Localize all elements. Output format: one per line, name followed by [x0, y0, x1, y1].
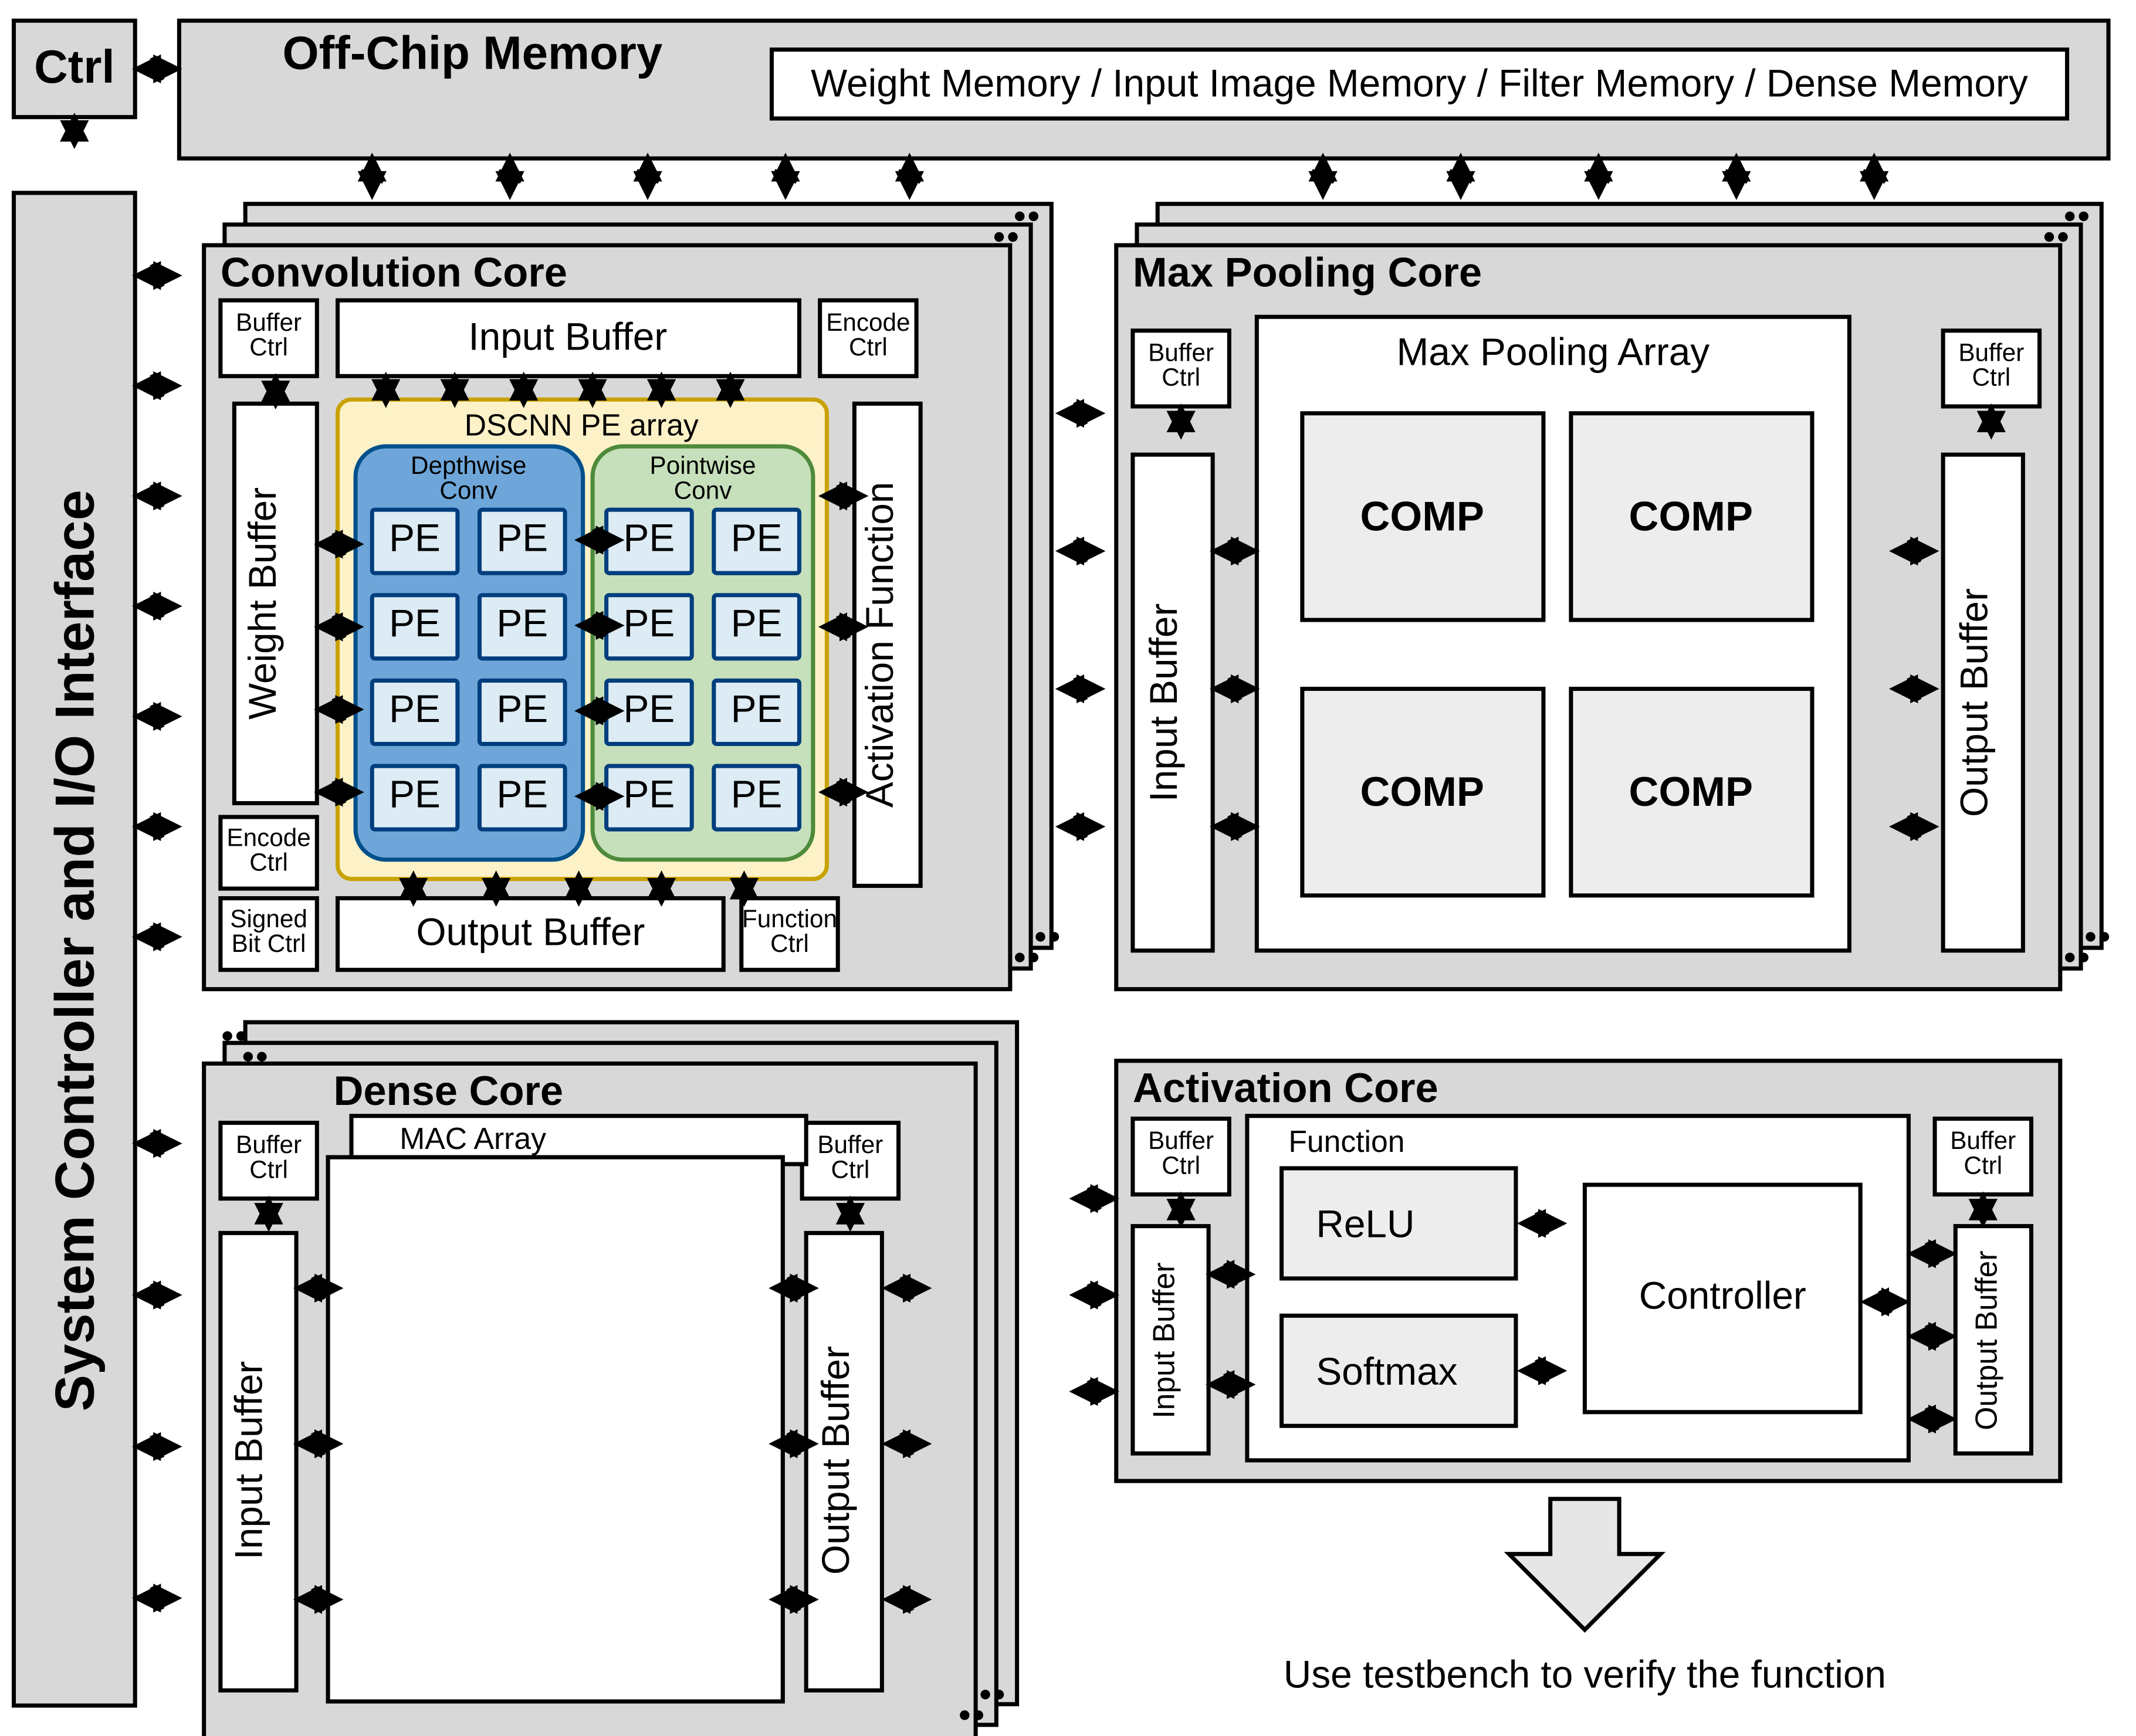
- pool-core-title: Max Pooling Core: [1133, 249, 1482, 296]
- function-box-label: Function: [1288, 1124, 1404, 1158]
- act-input-buffer-label: Input Buffer: [1146, 1263, 1180, 1419]
- dscnn-label: DSCNN PE array: [465, 408, 699, 442]
- dense-input-buffer-label: Input Buffer: [226, 1361, 270, 1560]
- bus-ctrl-offchip: [138, 58, 177, 80]
- dense-output-buffer-label: Output Buffer: [814, 1346, 857, 1575]
- svg-text:Ctrl: Ctrl: [831, 1155, 869, 1183]
- max-pooling-array-label: Max Pooling Array: [1397, 330, 1710, 373]
- svg-text:Buffer: Buffer: [1958, 338, 2024, 366]
- down-arrow-icon: [1509, 1499, 1660, 1630]
- svg-text:Buffer: Buffer: [1950, 1127, 2016, 1154]
- svg-text:Ctrl: Ctrl: [249, 849, 288, 876]
- dense-core-title: Dense Core: [333, 1067, 563, 1114]
- svg-text:Ctrl: Ctrl: [770, 930, 809, 957]
- ctrl-label: Ctrl: [34, 40, 115, 93]
- svg-text:Ctrl: Ctrl: [849, 333, 888, 361]
- offchip-bus-taps: [361, 158, 1885, 194]
- relu-label: ReLU: [1316, 1202, 1414, 1245]
- sys-bus-taps: [138, 265, 177, 1609]
- svg-text:Ctrl: Ctrl: [1162, 1151, 1200, 1179]
- conv-input-buffer-label: Input Buffer: [468, 315, 667, 358]
- conv-weight-buffer-label: Weight Buffer: [241, 487, 284, 720]
- bus-ctrl-sys: [65, 118, 84, 143]
- svg-text:Ctrl: Ctrl: [1162, 364, 1200, 391]
- svg-text:Conv: Conv: [439, 476, 497, 504]
- pool-output-buffer-label: Output Buffer: [1952, 588, 1995, 817]
- svg-text:Ctrl: Ctrl: [1972, 364, 2010, 391]
- system-controller-label: System Controller and I/O Interface: [44, 490, 106, 1412]
- svg-text:Function: Function: [742, 905, 837, 933]
- offchip-label: Off-Chip Memory: [283, 26, 663, 79]
- activation-core-title: Activation Core: [1133, 1064, 1438, 1111]
- svg-text:Ctrl: Ctrl: [1964, 1151, 2002, 1179]
- conv-to-pool-bus: [1061, 402, 1100, 838]
- softmax-label: Softmax: [1316, 1350, 1457, 1393]
- svg-text:Ctrl: Ctrl: [249, 1155, 288, 1183]
- act-output-buffer-label: Output Buffer: [1969, 1250, 2003, 1430]
- pool-input-buffer-label: Input Buffer: [1142, 603, 1185, 802]
- conv-activation-fn-label: Activation Function: [858, 482, 901, 808]
- conv-output-buffer-label: Output Buffer: [416, 910, 645, 953]
- svg-text:Signed: Signed: [230, 905, 307, 933]
- conv-buffer-ctrl-tl-l1: Buffer: [236, 308, 302, 336]
- conv-core-title: Convolution Core: [221, 249, 567, 296]
- memories-label: Weight Memory / Input Image Memory / Fil…: [811, 61, 2028, 104]
- architecture-diagram: PE COMP MAC Ctrl Off-Chip Memory Weight …: [0, 0, 2136, 1736]
- svg-text:Buffer: Buffer: [817, 1131, 883, 1158]
- svg-text:Buffer: Buffer: [1148, 1127, 1214, 1154]
- mac-array-back-label: MAC Array: [400, 1121, 546, 1155]
- svg-text:Depthwise: Depthwise: [411, 452, 526, 479]
- svg-text:Buffer: Buffer: [1148, 338, 1214, 366]
- svg-text:Buffer: Buffer: [236, 1131, 302, 1158]
- svg-text:Encode: Encode: [826, 308, 910, 336]
- controller-label: Controller: [1639, 1274, 1806, 1317]
- svg-text:Conv: Conv: [674, 476, 732, 504]
- testbench-caption: Use testbench to verify the function: [1284, 1653, 1886, 1696]
- svg-text:Pointwise: Pointwise: [650, 452, 756, 479]
- svg-text:Bit Ctrl: Bit Ctrl: [232, 930, 306, 957]
- svg-text:Encode: Encode: [226, 823, 310, 851]
- conv-buffer-ctrl-tl-l2: Ctrl: [249, 333, 288, 361]
